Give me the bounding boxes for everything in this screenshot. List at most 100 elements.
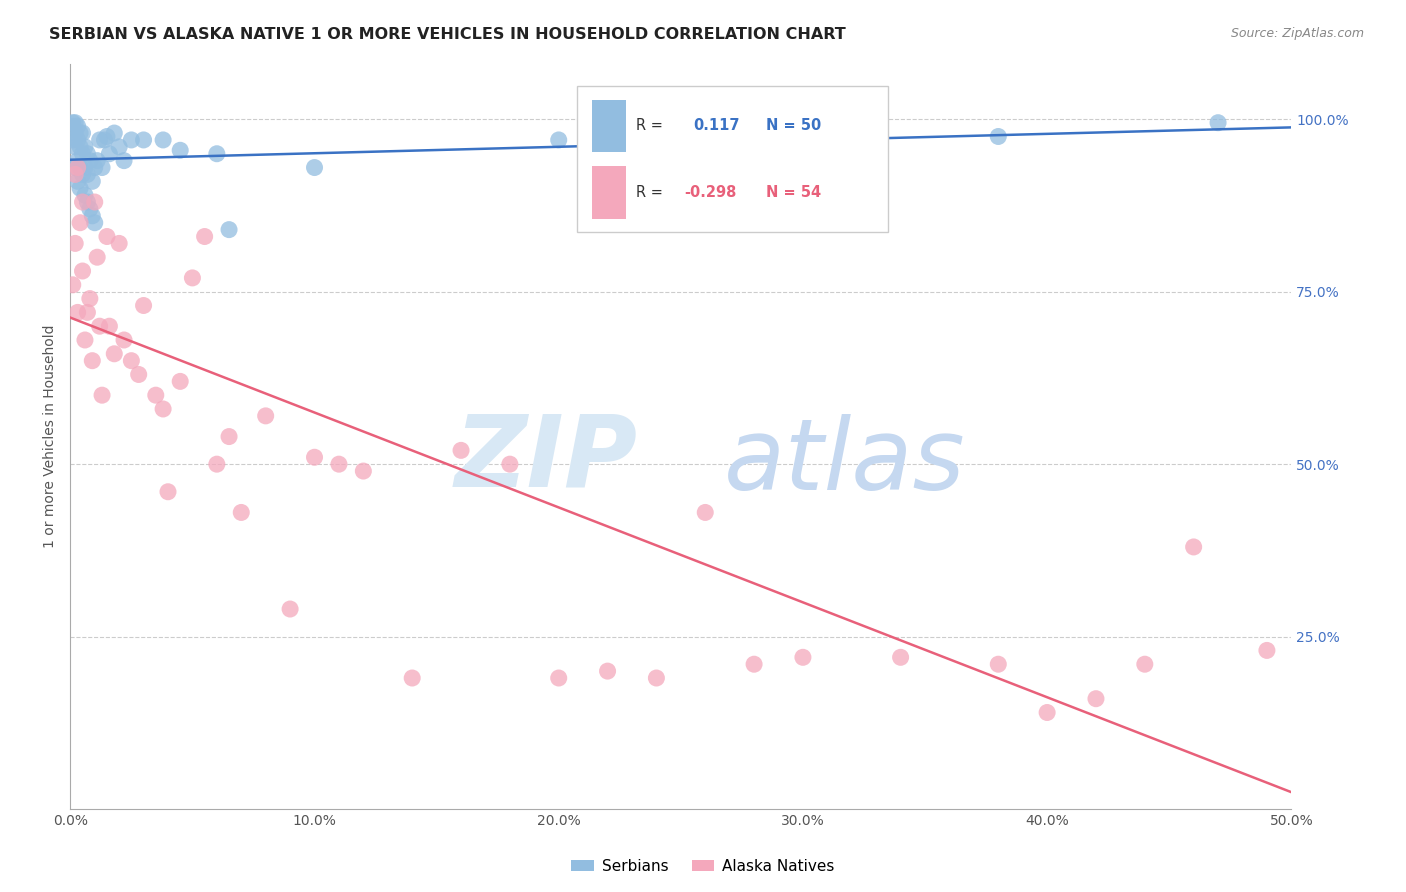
Point	[76, 194, 98, 209]
Point	[1036, 706, 1059, 720]
Point	[152, 133, 174, 147]
Text: ZIP: ZIP	[456, 410, 638, 508]
Legend: Serbians, Alaska Natives: Serbians, Alaska Natives	[565, 853, 841, 880]
Point	[987, 657, 1010, 672]
Point	[86, 153, 108, 168]
Point	[304, 450, 326, 465]
Point	[120, 133, 142, 147]
Point	[73, 140, 96, 154]
Point	[62, 116, 84, 130]
Text: Source: ZipAtlas.com: Source: ZipAtlas.com	[1230, 27, 1364, 40]
Text: atlas: atlas	[724, 414, 965, 511]
Point	[82, 353, 104, 368]
Point	[72, 146, 94, 161]
Point	[76, 146, 98, 161]
Bar	[592, 100, 626, 152]
Point	[218, 222, 240, 236]
Point	[98, 319, 121, 334]
Point	[205, 457, 228, 471]
Y-axis label: 1 or more Vehicles in Household: 1 or more Vehicles in Household	[44, 325, 58, 549]
Text: 0.117: 0.117	[693, 118, 740, 133]
Point	[278, 602, 301, 616]
Point	[254, 409, 277, 423]
Point	[205, 146, 228, 161]
Point	[62, 133, 84, 147]
Point	[132, 298, 155, 312]
Point	[79, 202, 101, 216]
Point	[145, 388, 167, 402]
Point	[66, 133, 89, 147]
Point	[76, 305, 98, 319]
Point	[890, 650, 912, 665]
Point	[82, 209, 104, 223]
Point	[156, 484, 179, 499]
Point	[62, 277, 84, 292]
Point	[132, 133, 155, 147]
Point	[450, 443, 472, 458]
Point	[218, 429, 240, 443]
Point	[66, 119, 89, 133]
Text: N = 54: N = 54	[766, 185, 821, 200]
Point	[108, 140, 131, 154]
Point	[69, 181, 91, 195]
Point	[66, 161, 89, 175]
Point	[89, 133, 111, 147]
Point	[73, 188, 96, 202]
Point	[83, 161, 105, 175]
Point	[499, 457, 522, 471]
Point	[596, 664, 619, 678]
Text: SERBIAN VS ALASKA NATIVE 1 OR MORE VEHICLES IN HOUSEHOLD CORRELATION CHART: SERBIAN VS ALASKA NATIVE 1 OR MORE VEHIC…	[49, 27, 846, 42]
Point	[1133, 657, 1156, 672]
Point	[1084, 691, 1107, 706]
Point	[63, 140, 86, 154]
Point	[63, 126, 86, 140]
Point	[83, 194, 105, 209]
Point	[1206, 116, 1229, 130]
Point	[72, 126, 94, 140]
Point	[73, 161, 96, 175]
Text: R =: R =	[636, 118, 662, 133]
Point	[91, 388, 114, 402]
Point	[86, 250, 108, 264]
Point	[112, 153, 135, 168]
Point	[72, 264, 94, 278]
Point	[76, 168, 98, 182]
Point	[69, 161, 91, 175]
Point	[66, 174, 89, 188]
Point	[194, 229, 217, 244]
Point	[69, 126, 91, 140]
Point	[63, 116, 86, 130]
Point	[79, 292, 101, 306]
Point	[792, 650, 814, 665]
Text: N = 50: N = 50	[766, 118, 821, 133]
Point	[108, 236, 131, 251]
Point	[62, 119, 84, 133]
Point	[231, 505, 253, 519]
Point	[742, 657, 765, 672]
Point	[695, 133, 717, 147]
Point	[352, 464, 374, 478]
Point	[181, 271, 204, 285]
Point	[63, 236, 86, 251]
Text: -0.298: -0.298	[685, 185, 737, 200]
Point	[547, 133, 569, 147]
Point	[98, 146, 121, 161]
Point	[72, 194, 94, 209]
Point	[83, 216, 105, 230]
Point	[66, 153, 89, 168]
Point	[103, 347, 125, 361]
Point	[112, 333, 135, 347]
Point	[79, 153, 101, 168]
Point	[128, 368, 150, 382]
Point	[103, 126, 125, 140]
Point	[96, 229, 118, 244]
Point	[169, 375, 191, 389]
Point	[987, 129, 1010, 144]
Point	[695, 505, 717, 519]
Point	[89, 319, 111, 334]
Point	[645, 671, 668, 685]
Point	[169, 143, 191, 157]
Point	[69, 140, 91, 154]
Point	[82, 174, 104, 188]
Bar	[592, 167, 626, 219]
